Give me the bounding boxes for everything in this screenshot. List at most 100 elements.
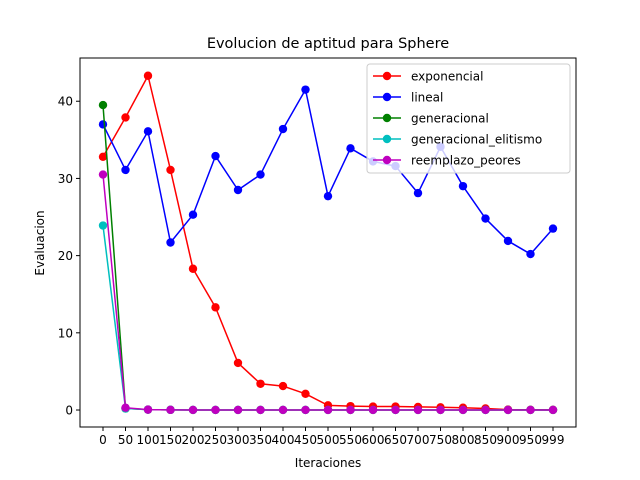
data-point [98,170,108,179]
x-tick-label: 100 [137,433,160,447]
data-point [413,188,423,198]
data-point [301,389,310,399]
data-point [458,181,468,191]
legend-item: generacional_elitismo [373,133,542,147]
legend-marker [382,113,392,123]
x-tick-label: 300 [227,433,250,447]
data-point [346,405,355,415]
y-tick-label: 20 [58,249,73,263]
y-axis-title: Evaluacion [33,210,47,275]
y-tick-label: 40 [58,95,73,109]
x-tick-label: 0 [99,433,107,447]
data-point [503,236,513,246]
data-point [143,71,153,80]
y-tick-label: 30 [58,172,73,186]
legend-box [366,63,571,174]
data-point [481,214,490,223]
x-tick-label: 999 [542,433,565,447]
data-point [526,405,535,415]
data-point [413,405,423,415]
data-point [188,264,198,273]
data-point [548,224,558,233]
data-point [278,124,288,134]
data-point [256,170,265,179]
data-point [188,405,198,415]
x-tick-label: 900 [497,433,520,447]
data-point [548,405,558,415]
x-tick-label: 350 [249,433,272,447]
x-tick-label: 200 [182,433,205,447]
data-point [323,405,333,415]
legend-label: lineal [411,91,443,105]
x-axis: 0 50 100 150 200 250 300 350 400 450 500 550 600 650 7… [99,427,564,447]
plot-area [98,71,558,415]
chart-title: Evolucion de aptitud para Sphere [207,36,449,52]
data-point [368,405,378,415]
legend-label: reemplazo_peores [411,154,521,168]
legend-label: exponencial [411,70,483,84]
x-tick-label: 500 [317,433,340,447]
x-tick-label: 550 [339,433,362,447]
data-point [436,405,445,415]
legend-item: generacional [373,112,489,126]
data-point [256,405,265,415]
x-tick-label: 850 [474,433,497,447]
data-point [458,405,468,415]
x-tick-label: 950 [519,433,542,447]
data-point [233,358,243,368]
data-point [211,151,220,161]
y-tick-label: 0 [65,404,73,418]
data-point [98,120,108,129]
legend-marker [382,92,392,102]
x-tick-label: 400 [272,433,295,447]
data-point [278,405,288,415]
data-point [391,405,400,415]
x-axis-title: Iteraciones [295,456,361,470]
x-tick-label: 700 [407,433,430,447]
data-point [301,85,310,94]
data-point [98,152,108,162]
data-point [166,238,175,247]
series-reemplazo-peores [98,170,558,415]
x-tick-label: 750 [429,433,452,447]
data-point [121,113,130,122]
data-point [188,210,198,219]
x-tick-label: 150 [159,433,182,447]
legend: exponencial lineal generacional generaciona… [366,63,571,174]
legend-item: exponencial [373,70,483,84]
data-point [526,249,535,259]
data-point [211,405,220,415]
data-point [278,381,288,391]
y-axis: 0 10 20 30 40 [58,95,80,418]
data-point [503,405,513,415]
legend-label: generacional [411,112,489,126]
data-point [481,405,490,415]
data-point [211,303,220,312]
x-tick-label: 600 [362,433,385,447]
x-tick-label: 450 [294,433,317,447]
data-point [143,127,153,136]
data-point [98,221,108,230]
data-point [346,144,355,153]
data-point [98,100,108,110]
data-point [121,403,130,412]
data-point [166,165,175,175]
x-tick-label: 250 [204,433,227,447]
y-tick-label: 10 [58,326,73,340]
data-point [143,405,153,414]
data-point [166,405,175,415]
data-point [121,165,130,175]
x-tick-label: 800 [452,433,475,447]
x-tick-label: 50 [118,433,133,447]
data-point [256,379,265,388]
data-point [301,405,310,415]
data-point [233,405,243,415]
x-tick-label: 650 [384,433,407,447]
legend-label: generacional_elitismo [411,133,542,147]
legend-marker [382,71,392,81]
data-point [233,185,243,195]
legend-marker [382,155,392,165]
legend-item: reemplazo_peores [373,154,521,168]
legend-marker [382,134,392,144]
